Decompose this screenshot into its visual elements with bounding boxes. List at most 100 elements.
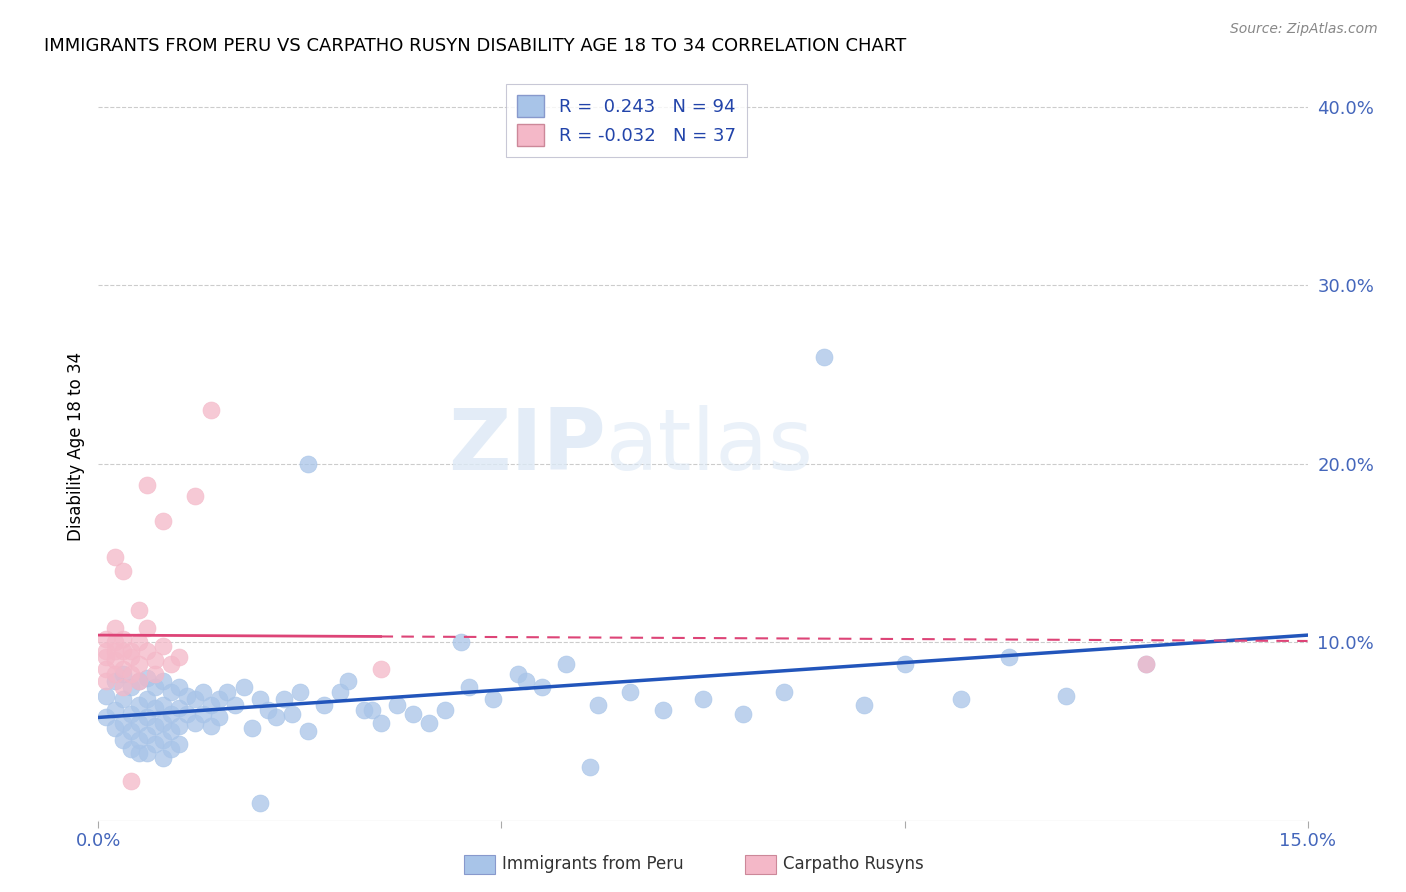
Point xyxy=(103,721,125,735)
Point xyxy=(619,685,641,699)
Point xyxy=(579,760,602,774)
Point xyxy=(893,657,915,671)
Point xyxy=(103,549,125,564)
Point xyxy=(167,680,190,694)
Point xyxy=(143,701,166,715)
Point xyxy=(217,685,239,699)
Point xyxy=(772,685,794,699)
Point xyxy=(370,662,392,676)
Point xyxy=(1135,657,1157,671)
Point xyxy=(152,639,174,653)
Text: Immigrants from Peru: Immigrants from Peru xyxy=(502,855,683,873)
Point xyxy=(530,680,553,694)
Point xyxy=(135,644,157,658)
Point xyxy=(515,674,537,689)
Point xyxy=(200,403,222,417)
Point xyxy=(361,703,384,717)
Point xyxy=(273,692,295,706)
Legend: R =  0.243   N = 94, R = -0.032   N = 37: R = 0.243 N = 94, R = -0.032 N = 37 xyxy=(506,84,747,157)
Point xyxy=(337,674,360,689)
Point xyxy=(458,680,481,694)
Point xyxy=(370,715,392,730)
Point xyxy=(120,724,142,739)
Point xyxy=(184,692,207,706)
Text: Carpatho Rusyns: Carpatho Rusyns xyxy=(783,855,924,873)
Point xyxy=(240,721,263,735)
Point xyxy=(120,742,142,756)
Point xyxy=(385,698,408,712)
Point xyxy=(176,689,198,703)
Point xyxy=(506,667,529,681)
Point xyxy=(143,653,166,667)
Point xyxy=(232,680,254,694)
Point xyxy=(135,746,157,760)
Point xyxy=(167,737,190,751)
Point xyxy=(128,603,150,617)
Point xyxy=(111,733,134,747)
Point xyxy=(103,674,125,689)
Point xyxy=(120,649,142,664)
Point xyxy=(128,746,150,760)
Point xyxy=(586,698,609,712)
Point xyxy=(1054,689,1077,703)
Point xyxy=(184,489,207,503)
Point xyxy=(176,706,198,721)
Point xyxy=(193,685,215,699)
Point xyxy=(128,674,150,689)
Point xyxy=(152,715,174,730)
Point xyxy=(120,644,142,658)
Point xyxy=(160,685,183,699)
Point xyxy=(103,621,125,635)
Point xyxy=(998,649,1021,664)
Point xyxy=(143,667,166,681)
Point xyxy=(135,692,157,706)
Point xyxy=(167,719,190,733)
Point xyxy=(692,692,714,706)
Point xyxy=(135,671,157,685)
Point xyxy=(143,737,166,751)
Point xyxy=(96,632,118,646)
Point xyxy=(160,724,183,739)
Point xyxy=(128,657,150,671)
Point xyxy=(111,564,134,578)
Point xyxy=(152,674,174,689)
Point xyxy=(128,733,150,747)
Point xyxy=(224,698,246,712)
Point xyxy=(135,710,157,724)
Point xyxy=(111,692,134,706)
Point xyxy=(128,635,150,649)
Point xyxy=(152,751,174,765)
Point xyxy=(96,674,118,689)
Point xyxy=(152,733,174,747)
Point xyxy=(152,698,174,712)
Point xyxy=(160,742,183,756)
Point xyxy=(120,774,142,789)
Point xyxy=(167,649,190,664)
Point xyxy=(120,680,142,694)
Point xyxy=(200,719,222,733)
Point xyxy=(111,667,134,681)
Point xyxy=(281,706,304,721)
Point xyxy=(249,796,271,810)
Point xyxy=(96,649,118,664)
Y-axis label: Disability Age 18 to 34: Disability Age 18 to 34 xyxy=(66,351,84,541)
Point xyxy=(103,653,125,667)
Point xyxy=(135,621,157,635)
Text: Source: ZipAtlas.com: Source: ZipAtlas.com xyxy=(1230,22,1378,37)
Point xyxy=(111,662,134,676)
Point xyxy=(297,457,319,471)
Point xyxy=(96,662,118,676)
Point xyxy=(450,635,472,649)
Point xyxy=(853,698,876,712)
Point xyxy=(111,632,134,646)
Point xyxy=(103,635,125,649)
Point xyxy=(128,674,150,689)
Point xyxy=(651,703,673,717)
Point xyxy=(111,715,134,730)
Point xyxy=(128,698,150,712)
Point xyxy=(120,706,142,721)
Point xyxy=(96,644,118,658)
Point xyxy=(184,715,207,730)
Point xyxy=(555,657,578,671)
Point xyxy=(314,698,336,712)
